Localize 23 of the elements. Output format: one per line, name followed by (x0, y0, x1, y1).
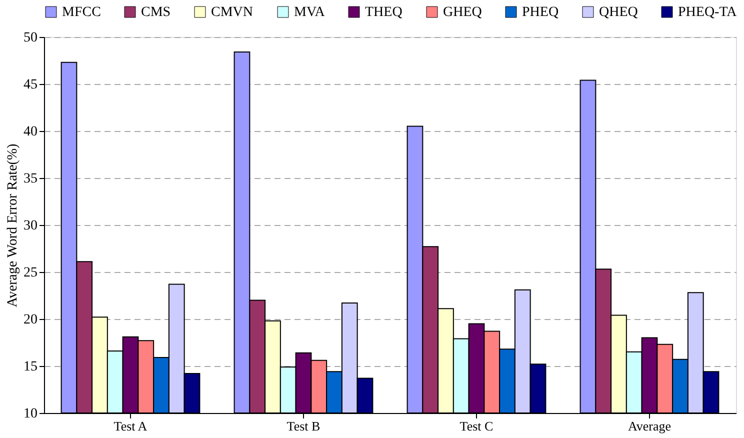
y-tick-label: 20 (24, 312, 38, 328)
x-tick-label: Test A (114, 418, 148, 434)
y-tick-label: 30 (24, 218, 38, 234)
x-tick-label: Test B (286, 418, 321, 434)
y-tick-label: 50 (24, 30, 38, 46)
y-tick-label: 25 (24, 266, 38, 280)
legend-label: THEQ (365, 5, 402, 20)
y-tick-label: 40 (24, 124, 38, 140)
legend-label: MVA (294, 5, 326, 20)
legend-label: PHEQ (522, 5, 559, 20)
y-tick-label: 45 (24, 78, 38, 92)
x-tick-label: Average (628, 418, 672, 434)
y-axis-title: Average Word Error Rate(%) (6, 143, 20, 308)
legend-label: CMVN (211, 5, 254, 20)
legend-label: CMS (141, 5, 171, 20)
y-tick-label: 15 (24, 360, 38, 374)
x-tick-label: Test C (460, 418, 494, 434)
legend-label: QHEQ (599, 5, 638, 20)
y-tick-label: 10 (24, 406, 38, 422)
legend-label: PHEQ-TA (678, 5, 738, 20)
y-tick-label: 35 (24, 172, 38, 186)
legend-label: GHEQ (443, 5, 482, 20)
legend-label: MFCC (62, 5, 101, 20)
